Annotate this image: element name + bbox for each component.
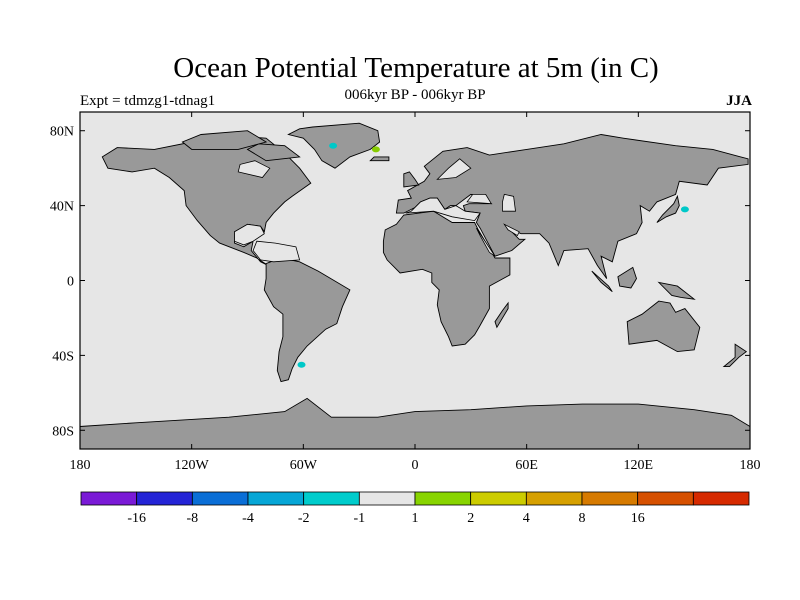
lon-tick-label: 60E [515,458,538,473]
colorbar-label: -2 [298,511,310,526]
landmass-borneo [617,266,637,289]
colorbar-bin [136,491,193,506]
colorbar-label: 2 [467,511,474,526]
experiment-label: Expt = tdmzg1-tdnag1 [80,93,216,109]
colorbar-bin [303,491,360,506]
lon-tick-label: 180 [70,458,91,473]
water-persian-gulf [503,223,520,237]
landmass-africa [382,210,511,347]
landmass-australia [626,300,701,353]
water-caspian-sea [502,193,516,212]
lon-tick-label: 0 [412,458,419,473]
lat-tick-label: 80S [52,424,74,439]
colorbar-label: 8 [579,511,586,526]
water-baltic-sea [436,158,472,180]
landmass-new-zealand [722,343,748,368]
landmass-arctic-islands [181,130,268,150]
colorbar: -16 -8 -4 -2 -1 1 2 4 8 16 [80,491,750,526]
season-label: JJA [726,93,752,109]
colorbar-bin [191,491,249,506]
lat-tick-label: 40N [50,200,74,215]
landmass-japan [656,194,680,223]
landmass-sumatra [591,270,613,293]
landmass-baffin-island [246,143,301,162]
colorbar-bin [358,491,416,506]
colorbar-label: -16 [127,511,146,526]
colorbar-label: 16 [631,511,645,526]
anomaly-japan-cool [680,206,689,213]
lon-tick-label: 180 [740,458,761,473]
anomaly-layer [297,142,689,368]
colorbar-bin [525,491,583,506]
anomaly-greenland-east-warm [371,146,380,153]
colorbar-label: -1 [353,511,365,526]
landmass-new-guinea [657,281,696,300]
colorbar-bin [80,491,138,506]
anomaly-patagonia-cool [297,361,306,368]
colorbar-bin [637,491,694,506]
landmass-south-america [263,257,351,383]
axis-ticks: 80N 40N 0 40S 80S 180 120W 60W 0 60E 120E 180 [50,112,761,473]
lat-tick-label: 0 [67,275,74,290]
lat-tick-label: 40S [52,349,74,364]
colorbar-label: -4 [242,511,254,526]
colorbar-label: 4 [523,511,530,526]
colorbar-label: -8 [186,511,198,526]
water-gulf-of-mexico [234,223,265,246]
colorbar-bin [581,491,639,506]
water-caribbean [252,240,301,263]
water-hudson-bay [237,160,271,178]
landmass-britain [403,171,420,188]
plot-subtitle: 006kyr BP - 006kyr BP [344,87,486,103]
lon-tick-label: 120E [624,458,654,473]
water-black-sea [466,193,493,205]
landmass-madagascar [494,301,509,329]
water-red-sea [476,227,496,257]
anomaly-greenland-west-cool [329,142,338,149]
water-mediterranean [405,197,481,222]
colorbar-bin [414,491,472,506]
lon-tick-label: 120W [175,458,210,473]
lon-tick-label: 60W [290,458,318,473]
colorbar-bin [470,491,527,506]
plot-title: Ocean Potential Temperature at 5m (in C) [173,52,659,84]
landmass-iceland [369,156,390,162]
lat-tick-label: 80N [50,125,74,140]
world-map [79,111,751,450]
colorbar-bin [247,491,305,506]
land-layer [79,122,751,450]
colorbar-label: 1 [412,511,419,526]
colorbar-bin [692,491,750,506]
